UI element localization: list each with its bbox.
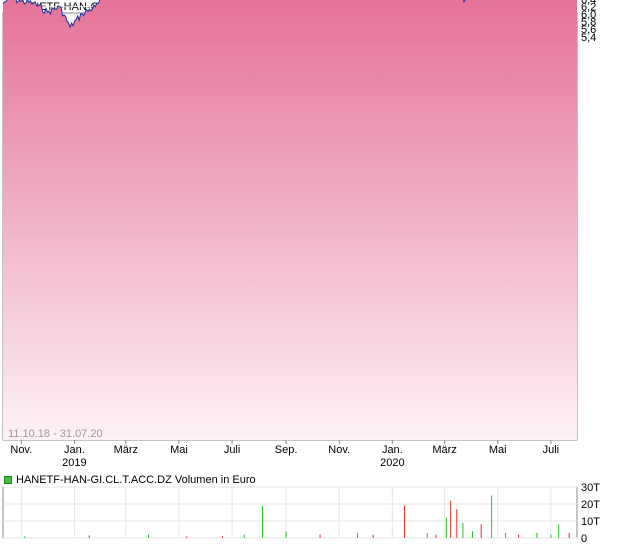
price-y-tick-label: 5,6 [581, 24, 596, 36]
x-month-label: Nov. [328, 444, 350, 456]
x-month-label: Mai [489, 444, 507, 456]
price-y-tick-label: 5,8 [581, 16, 596, 28]
volume-y-tick-label: 10T [581, 516, 600, 528]
volume-y-tick-label: 0 [581, 533, 587, 545]
x-month-label: Jan. [382, 444, 403, 456]
price-y-tick-label: 6,0 [581, 9, 596, 21]
x-month-label: März [114, 444, 138, 456]
volume-chart-title: HANETF-HAN-GI.CL.T.ACC.DZ Volumen in Eur… [16, 474, 256, 486]
price-area-fill [3, 0, 577, 440]
volume-y-axis: 30T 20T 10T 0 [581, 482, 600, 545]
volume-legend: HANETF-HAN-GI.CL.T.ACC.DZ Volumen in Eur… [4, 474, 256, 486]
volume-series-swatch [4, 476, 12, 484]
volume-y-tick-label: 30T [581, 482, 600, 494]
date-range-label: 11.10.18 - 31.07.20 [8, 428, 103, 440]
price-y-axis: 9,29,08,88,68,48,28,07,87,67,47,27,06,86… [581, 0, 596, 44]
volume-plot-frame [2, 486, 578, 539]
x-year-label: 2020 [380, 457, 404, 469]
volume-grid [3, 486, 577, 539]
price-y-tick-label: 6,2 [581, 2, 596, 14]
volume-bars [24, 495, 570, 538]
x-year-label: 2019 [62, 457, 86, 469]
volume-y-tick-label: 20T [581, 499, 600, 511]
x-month-label: Juli [224, 444, 241, 456]
x-month-label: Juli [543, 444, 560, 456]
price-x-axis: Nov. Jan. März Mai Juli Sep. Nov. Jan. März Mai Ju… [10, 440, 559, 469]
price-y-tick-label: 6,4 [581, 0, 596, 7]
x-month-label: Nov. [10, 444, 32, 456]
price-y-tick-label: 5,4 [581, 32, 596, 44]
x-month-label: Mai [170, 444, 188, 456]
x-month-label: März [432, 444, 456, 456]
x-month-label: Jan. [64, 444, 85, 456]
x-month-label: Sep. [275, 444, 298, 456]
